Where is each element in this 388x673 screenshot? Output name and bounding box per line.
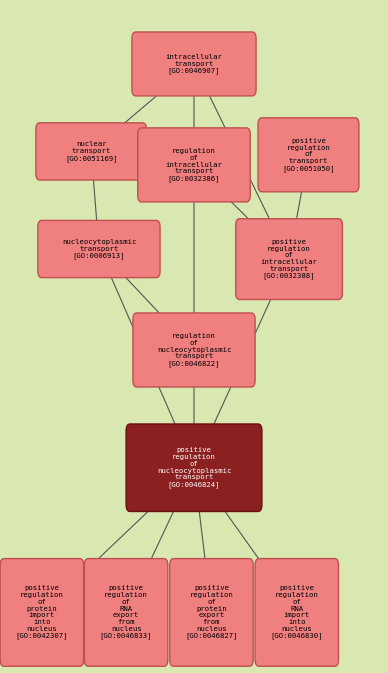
Text: intracellular
transport
[GO:0046907]: intracellular transport [GO:0046907] (166, 54, 222, 74)
Text: positive
regulation
of
intracellular
transport
[GO:0032388]: positive regulation of intracellular tra… (261, 239, 317, 279)
Text: nucleocytoplasmic
transport
[GO:0006913]: nucleocytoplasmic transport [GO:0006913] (62, 239, 136, 259)
FancyBboxPatch shape (126, 424, 262, 511)
FancyBboxPatch shape (36, 122, 147, 180)
FancyBboxPatch shape (38, 221, 160, 278)
Text: regulation
of
nucleocytoplasmic
transport
[GO:0046822]: regulation of nucleocytoplasmic transpor… (157, 333, 231, 367)
Text: positive
regulation
of
protein
export
from
nucleus
[GO:0046827]: positive regulation of protein export fr… (185, 586, 238, 639)
Text: positive
regulation
of
transport
[GO:0051050]: positive regulation of transport [GO:005… (282, 138, 335, 172)
Text: positive
regulation
of
nucleocytoplasmic
transport
[GO:0046824]: positive regulation of nucleocytoplasmic… (157, 448, 231, 488)
Text: positive
regulation
of
protein
import
into
nucleus
[GO:0042307]: positive regulation of protein import in… (16, 586, 68, 639)
Text: positive
regulation
of
RNA
import
into
nucleus
[GO:0046830]: positive regulation of RNA import into n… (270, 586, 323, 639)
FancyBboxPatch shape (132, 32, 256, 96)
Text: nuclear
transport
[GO:0051169]: nuclear transport [GO:0051169] (65, 141, 118, 162)
FancyBboxPatch shape (85, 559, 168, 666)
Text: positive
regulation
of
RNA
export
from
nucleus
[GO:0046833]: positive regulation of RNA export from n… (100, 586, 152, 639)
FancyBboxPatch shape (0, 559, 84, 666)
FancyBboxPatch shape (258, 118, 359, 192)
FancyBboxPatch shape (170, 559, 253, 666)
FancyBboxPatch shape (133, 313, 255, 387)
FancyBboxPatch shape (236, 219, 342, 299)
Text: regulation
of
intracellular
transport
[GO:0032386]: regulation of intracellular transport [G… (166, 148, 222, 182)
FancyBboxPatch shape (255, 559, 338, 666)
FancyBboxPatch shape (138, 128, 250, 202)
